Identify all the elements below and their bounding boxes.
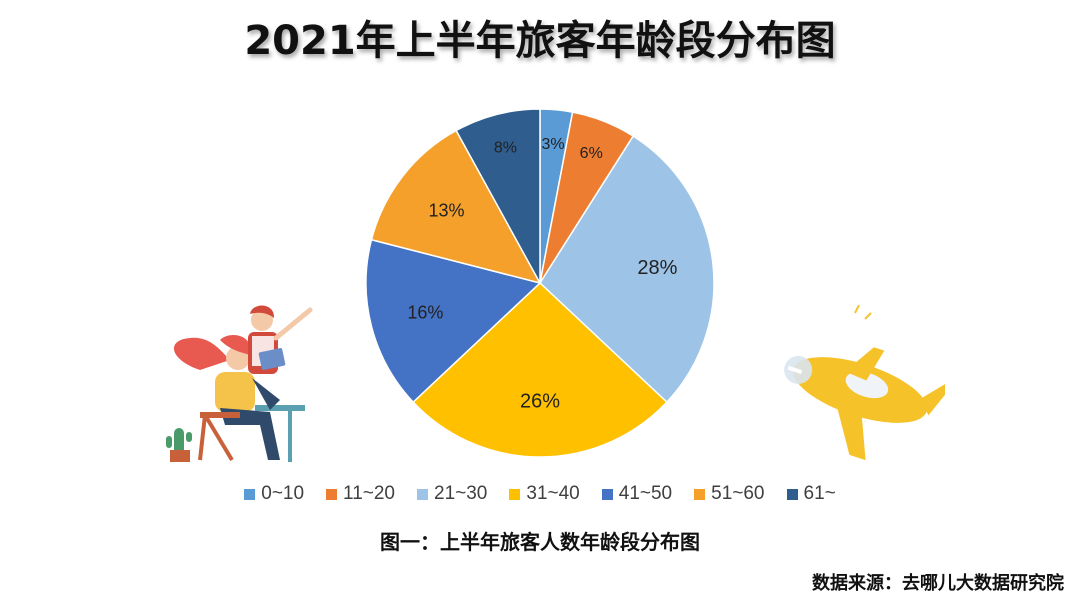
legend-label: 41~50 bbox=[618, 483, 673, 504]
legend-swatch bbox=[786, 488, 798, 500]
legend-label: 61~ bbox=[803, 483, 836, 504]
legend-swatch bbox=[601, 488, 613, 500]
legend-label: 51~60 bbox=[711, 483, 765, 504]
legend-swatch bbox=[244, 488, 256, 500]
legend-item-51~60: 51~60 bbox=[694, 483, 765, 505]
pie-slice-31~40 bbox=[412, 281, 668, 458]
legend-label: 31~40 bbox=[526, 483, 580, 504]
pie-slices bbox=[365, 108, 715, 458]
legend-swatch bbox=[509, 488, 521, 500]
legend-swatch bbox=[326, 488, 338, 500]
legend-label: 0~10 bbox=[261, 483, 305, 504]
pie-label-41~50: 16% bbox=[407, 302, 443, 322]
cactus-icon bbox=[166, 428, 192, 462]
legend-item-0~10: 0~10 bbox=[244, 483, 304, 505]
pie-label-11~20: 6% bbox=[580, 145, 603, 162]
airplane-illustration bbox=[784, 305, 945, 460]
legend-item-41~50: 41~50 bbox=[601, 483, 673, 505]
legend-item-21~30: 21~30 bbox=[417, 483, 487, 505]
legend-label: 21~30 bbox=[434, 483, 488, 504]
pie-label-31~40: 26% bbox=[520, 390, 560, 412]
pie-slice-51~60 bbox=[370, 129, 542, 285]
pie-slice-21~30 bbox=[539, 135, 715, 404]
legend-label: 11~20 bbox=[343, 483, 395, 504]
pie-label-51~60: 13% bbox=[428, 200, 464, 220]
legend-swatch bbox=[694, 488, 706, 500]
legend-item-31~40: 31~40 bbox=[509, 483, 580, 505]
figure-caption: 图一：上半年旅客人数年龄段分布图 bbox=[380, 530, 700, 554]
pie-label-21~30: 28% bbox=[637, 257, 677, 279]
chart-legend: 0~10 11~20 21~30 31~40 41~50 51~60 61~ bbox=[0, 483, 1080, 505]
pie-slice-41~50 bbox=[365, 238, 542, 404]
legend-item-11~20: 11~20 bbox=[326, 483, 395, 505]
pie-data-labels: 3% 6% 28% 26% 16% 13% 8% bbox=[407, 136, 677, 412]
data-source-note: 数据来源：去哪儿大数据研究院 bbox=[812, 573, 1064, 594]
legend-swatch bbox=[417, 488, 428, 500]
travelers-illustration bbox=[166, 305, 313, 462]
chart-title: 2021年上半年旅客年龄段分布图 bbox=[244, 18, 836, 64]
pie-label-61~: 8% bbox=[494, 140, 517, 157]
legend-item-61~: 61~ bbox=[786, 483, 836, 505]
pie-slice-61~ bbox=[455, 108, 541, 284]
pie-label-0~10: 3% bbox=[542, 136, 565, 153]
